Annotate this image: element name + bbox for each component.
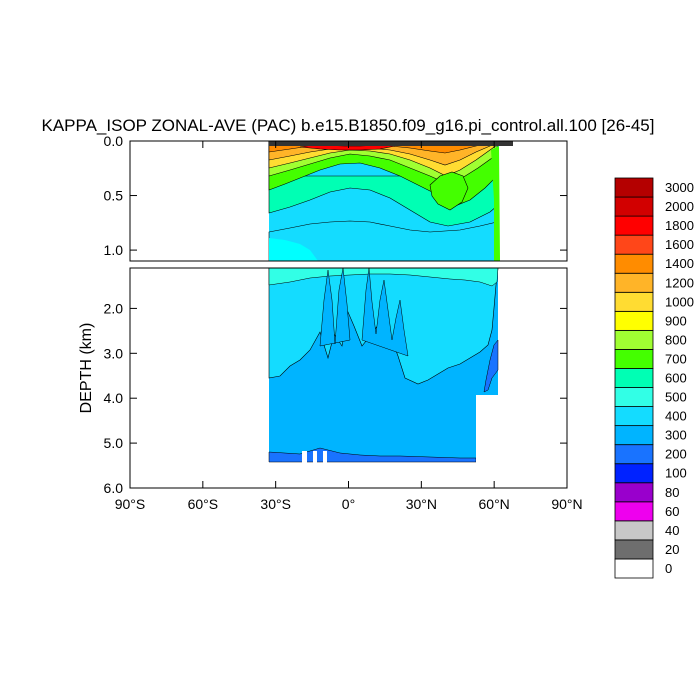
x-tick-label: 30°S xyxy=(260,496,291,512)
upper-surface-strip xyxy=(269,141,513,146)
colorbar-swatch xyxy=(614,444,654,465)
lower-seafloor-block xyxy=(476,395,500,465)
chart-title: KAPPA_ISOP ZONAL-AVE (PAC) b.e15.B1850.f… xyxy=(42,116,655,135)
colorbar-label: 300 xyxy=(665,428,687,443)
upper-cyan-core xyxy=(269,238,318,261)
colorbar-swatch xyxy=(614,177,654,198)
colorbar-swatch xyxy=(614,539,654,560)
y-tick-label: 5.0 xyxy=(104,435,124,451)
y-axis-label: DEPTH (km) xyxy=(78,323,95,414)
colorbar-label: 1400 xyxy=(665,256,694,271)
colorbar-label: 0 xyxy=(665,561,672,576)
x-tick-label: 30°N xyxy=(406,496,437,512)
colorbar-swatch xyxy=(614,558,654,579)
colorbar-label: 500 xyxy=(665,390,687,405)
lower-contour-field xyxy=(268,268,500,465)
colorbar-swatch xyxy=(614,406,654,427)
colorbar-label: 1600 xyxy=(665,237,694,252)
upper-eastern-edge xyxy=(491,146,500,261)
colorbar-swatch xyxy=(614,349,654,369)
colorbar-swatch xyxy=(614,368,654,388)
colorbar-swatch xyxy=(614,234,654,255)
colorbar-label: 900 xyxy=(665,313,687,328)
colorbar-swatch xyxy=(614,272,654,293)
colorbar-swatch xyxy=(614,215,654,236)
colorbar-swatch xyxy=(614,196,654,217)
colorbar-label: 1200 xyxy=(665,275,694,290)
upper-contour-field xyxy=(268,141,513,261)
colorbar-label: 20 xyxy=(665,542,679,557)
x-tick-label: 90°N xyxy=(551,496,582,512)
colorbar-label: 200 xyxy=(665,447,687,462)
lower-200-east xyxy=(483,339,499,393)
x-tick-label: 60°S xyxy=(188,496,219,512)
lower-seafloor-gap-3 xyxy=(323,451,327,463)
y-tick-label: 6.0 xyxy=(104,480,124,496)
x-tick-label: 0° xyxy=(342,496,355,512)
colorbar-swatch xyxy=(614,501,654,522)
colorbar-swatch xyxy=(614,310,654,331)
colorbar-label: 2000 xyxy=(665,199,694,214)
colorbar-label: 800 xyxy=(665,332,687,347)
colorbar-label: 80 xyxy=(665,485,679,500)
colorbar-swatch xyxy=(614,253,654,274)
y-tick-label: 3.0 xyxy=(104,345,124,361)
upper-panel: 0.0 0.5 1.0 xyxy=(104,133,568,262)
colorbar: 0 20 40 60 80 100 200 300 400 500 600 700 800 900 1000… xyxy=(614,177,694,579)
colorbar-swatch xyxy=(614,291,654,312)
colorbar-swatch xyxy=(614,425,654,446)
colorbar-label: 100 xyxy=(665,466,687,481)
y-tick-label: 2.0 xyxy=(104,300,124,316)
upper-green-pool xyxy=(429,171,469,211)
lower-seafloor-gap-1 xyxy=(302,451,307,463)
y-tick-label: 0.0 xyxy=(104,133,124,149)
lower-y-axis: 2.0 3.0 4.0 5.0 6.0 xyxy=(104,300,567,496)
lower-seafloor-gap-2 xyxy=(313,451,317,463)
lower-spike-right xyxy=(361,268,409,357)
x-tick-label: 60°N xyxy=(479,496,510,512)
colorbar-label: 700 xyxy=(665,351,687,366)
y-tick-label: 0.5 xyxy=(104,188,124,204)
colorbar-swatch xyxy=(614,387,654,407)
x-axis: 90°S 60°S 30°S 0° 30°N 60°N 90°N xyxy=(115,141,583,512)
colorbar-label: 400 xyxy=(665,409,687,424)
colorbar-label: 3000 xyxy=(665,180,694,195)
colorbar-label: 1800 xyxy=(665,218,694,233)
colorbar-swatch xyxy=(614,482,654,503)
colorbar-swatch xyxy=(614,463,654,484)
y-tick-label: 4.0 xyxy=(104,390,124,406)
lower-panel: 2.03.04.05.06.0 90°S 60°S 30°S 0° 30°N 60°N 90… xyxy=(104,141,583,512)
colorbar-label: 600 xyxy=(665,371,687,386)
lower-500-band xyxy=(268,268,499,287)
upper-y-axis: 0.0 0.5 1.0 xyxy=(104,133,567,258)
colorbar-label: 60 xyxy=(665,504,679,519)
y-tick-label: 1.0 xyxy=(104,242,124,258)
lower-spike-left xyxy=(319,268,351,347)
colorbar-swatch xyxy=(614,329,654,350)
colorbar-label: 1000 xyxy=(665,294,694,309)
colorbar-label: 40 xyxy=(665,523,679,538)
colorbar-swatch xyxy=(614,520,654,541)
x-tick-label: 90°S xyxy=(115,496,146,512)
